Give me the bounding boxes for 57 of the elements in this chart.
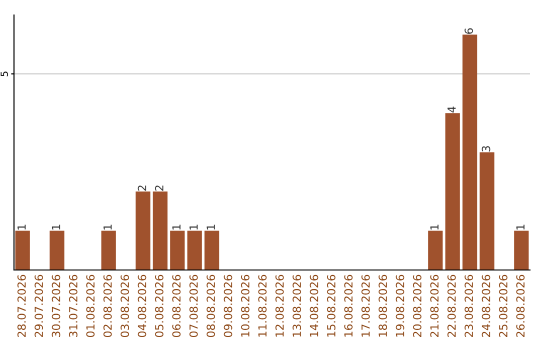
data-label: 2 (138, 186, 146, 191)
x-tick-label: 28.07.2026 (17, 274, 26, 337)
x-tick-label: 16.08.2026 (344, 274, 353, 337)
x-tick-label: 04.08.2026 (138, 274, 146, 338)
x-tick-label: 25.08.2026 (499, 274, 508, 337)
x-tick-label: 30.07.2026 (52, 274, 60, 337)
bar (480, 152, 494, 270)
x-tick-label: 10.08.2026 (241, 274, 250, 337)
bar (204, 230, 220, 270)
bar (15, 230, 30, 270)
data-label: 1 (516, 224, 524, 230)
x-tick-label: 19.08.2026 (396, 274, 404, 337)
bar (187, 230, 202, 270)
bar (136, 192, 150, 270)
x-tick-label: 24.08.2026 (482, 274, 490, 337)
x-tick-label: 21.08.2026 (430, 274, 439, 337)
x-tick-label: 31.07.2026 (69, 274, 78, 337)
x-tick-label: 17.08.2026 (361, 274, 370, 337)
x-tick-label: 07.08.2026 (189, 274, 198, 338)
data-label: 1 (190, 224, 198, 230)
x-tick-label: 13.08.2026 (292, 274, 302, 337)
x-tick-label: 29.07.2026 (34, 274, 44, 337)
data-label: 1 (172, 224, 180, 230)
x-tick-label: 01.08.2026 (86, 274, 95, 338)
x-tick-label: 14.08.2026 (310, 274, 318, 337)
x-tick-label: 09.08.2026 (224, 274, 232, 338)
x-tick-label: 08.08.2026 (206, 274, 216, 338)
x-tick-label: 26.08.2026 (516, 274, 525, 337)
data-label: 1 (104, 224, 112, 230)
data-label: 1 (52, 224, 60, 230)
x-tick-label: 23.08.2026 (464, 274, 474, 337)
data-label: 3 (482, 146, 490, 152)
bar (101, 230, 116, 270)
data-label: 6 (464, 28, 474, 34)
data-label: 4 (448, 106, 456, 113)
y-tick-label: 5 (0, 72, 8, 76)
data-label: 1 (206, 224, 215, 230)
x-tick-label: 20.08.2026 (413, 274, 422, 337)
data-label: 1 (18, 224, 26, 230)
x-tick-label: 05.08.2026 (155, 274, 164, 338)
x-tick-label: 02.08.2026 (103, 274, 112, 338)
data-label: 2 (155, 186, 164, 191)
data-label: 1 (430, 224, 438, 230)
bar (445, 113, 460, 270)
x-tick-label: 11.08.2026 (258, 274, 267, 337)
x-tick-label: 03.08.2026 (120, 274, 130, 338)
x-tick-label: 12.08.2026 (275, 274, 284, 337)
x-tick-label: 06.08.2026 (172, 274, 181, 338)
x-tick-label: 22.08.2026 (447, 274, 456, 337)
x-tick-label: 18.08.2026 (378, 274, 388, 337)
bar (514, 230, 529, 270)
x-tick-label: 15.08.2026 (327, 274, 336, 337)
bar (152, 192, 168, 270)
bar (50, 230, 64, 270)
bar (462, 34, 478, 270)
bar (428, 230, 443, 270)
bar (170, 230, 185, 270)
